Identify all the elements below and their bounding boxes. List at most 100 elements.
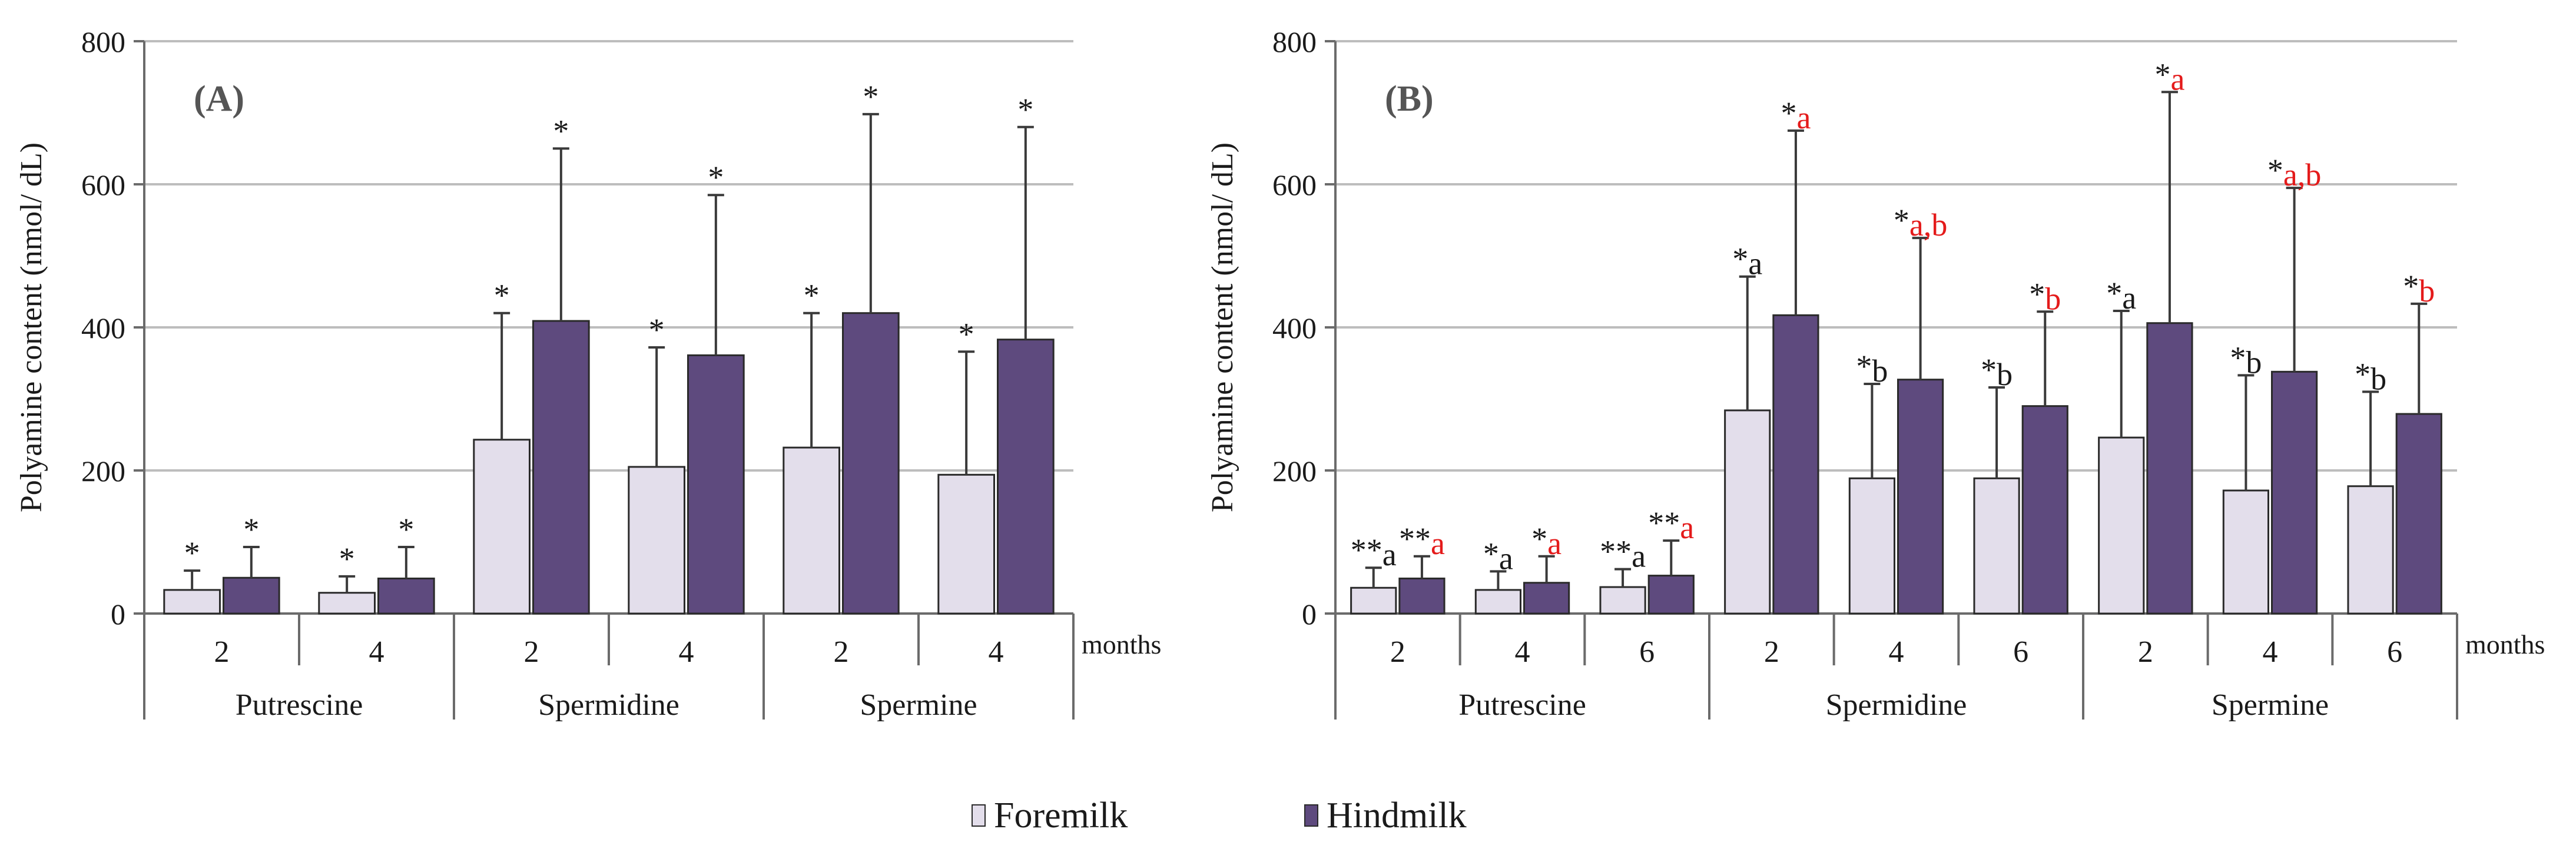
panel-a-bar-foremilk-4 bbox=[783, 446, 840, 615]
panel-a-sig-label-foremilk-4: * bbox=[804, 278, 820, 313]
sig-star: * bbox=[184, 535, 200, 571]
panel-a-bar-hindmilk-2 bbox=[532, 320, 590, 615]
panel-b-bar-hindmilk-2 bbox=[1647, 575, 1695, 615]
panel-b-sig-label-foremilk-8: *b bbox=[2355, 356, 2386, 396]
sig-letter: b bbox=[1872, 353, 1888, 389]
panel-a-sig-label-foremilk-2: * bbox=[494, 278, 510, 313]
panel-b-sig-label-hindmilk-1: *a bbox=[1531, 521, 1561, 561]
sig-star: ** bbox=[1600, 534, 1632, 569]
legend-label-hindmilk: Hindmilk bbox=[1327, 795, 1467, 836]
panel-a-sig-label-hindmilk-5: * bbox=[1017, 92, 1033, 127]
panel-b-sig-label-foremilk-5: *b bbox=[1981, 352, 2013, 392]
sig-star: ** bbox=[1399, 521, 1431, 556]
panel-a-y-tick-label-200: 200 bbox=[81, 455, 125, 488]
panel-a-bar-foremilk-2 bbox=[473, 439, 531, 615]
panel-b-panel-label: (B) bbox=[1385, 79, 1434, 119]
panel-b-bar-foremilk-8 bbox=[2347, 485, 2394, 615]
panel-b-bar-foremilk-5 bbox=[1973, 477, 2020, 615]
panel-a-group-label-spermine: Spermine bbox=[860, 688, 977, 722]
panel-a-panel-label: (A) bbox=[194, 79, 244, 119]
panel-a-bar-hindmilk-0 bbox=[223, 576, 280, 615]
legend-item-hindmilk: Hindmilk bbox=[1304, 789, 1467, 842]
panel-a-month-label-0: 2 bbox=[214, 635, 230, 669]
panel-b-bar-foremilk-6 bbox=[2098, 436, 2145, 615]
legend-item-foremilk: Foremilk bbox=[972, 789, 1128, 842]
sig-star: * bbox=[959, 316, 974, 352]
panel-a-y-axis-label: Polyamine content (nmol/ dL) bbox=[15, 142, 48, 512]
sig-letter: b bbox=[2045, 281, 2061, 316]
panel-a-y-tick-label-400: 400 bbox=[81, 311, 125, 344]
panel-a-sig-label-foremilk-5: * bbox=[959, 316, 974, 352]
panel-a-y-tick-label-600: 600 bbox=[81, 168, 125, 201]
sig-star: * bbox=[2267, 153, 2283, 188]
sig-star: * bbox=[1732, 241, 1748, 277]
panel-b-sig-label-hindmilk-5: *b bbox=[2029, 276, 2061, 316]
panel-b-month-label-3: 2 bbox=[1764, 635, 1779, 669]
panel-a-month-label-1: 4 bbox=[369, 635, 384, 669]
panel-b-bar-hindmilk-5 bbox=[2021, 405, 2068, 615]
panel-b-sig-label-foremilk-3: *a bbox=[1732, 241, 1762, 281]
panel-b-bar-foremilk-3 bbox=[1724, 409, 1771, 615]
panel-a-group-label-spermidine: Spermidine bbox=[538, 688, 679, 722]
panel-b-bar-hindmilk-0 bbox=[1398, 577, 1446, 615]
panel-a-bar-hindmilk-5 bbox=[997, 339, 1055, 615]
sig-star: * bbox=[804, 278, 820, 313]
panel-b-y-tick-label-800: 800 bbox=[1272, 25, 1317, 58]
panel-b-y-tick-label-200: 200 bbox=[1272, 455, 1317, 488]
legend-label-foremilk: Foremilk bbox=[994, 795, 1128, 836]
sig-star: * bbox=[553, 113, 569, 148]
panel-b-sig-label-foremilk-0: **a bbox=[1351, 532, 1397, 572]
sig-letter: a bbox=[1431, 526, 1445, 561]
panel-b-bar-hindmilk-3 bbox=[1772, 314, 1819, 615]
panel-b-month-label-5: 6 bbox=[2013, 635, 2028, 669]
sig-star: * bbox=[1894, 203, 1909, 238]
sig-letter: a bbox=[2122, 280, 2136, 316]
panel-b-group-label-putrescine: Putrescine bbox=[1458, 688, 1586, 722]
panel-b-sig-label-foremilk-7: *b bbox=[2230, 340, 2262, 380]
panel-a-bar-foremilk-1 bbox=[318, 592, 376, 615]
sig-letter: b bbox=[2419, 273, 2435, 309]
sig-star: * bbox=[1781, 95, 1796, 131]
panel-b-bar-foremilk-7 bbox=[2222, 489, 2270, 615]
sig-star: * bbox=[339, 541, 355, 576]
panel-b-bar-hindmilk-8 bbox=[2395, 413, 2442, 615]
panel-a-bar-hindmilk-3 bbox=[687, 354, 745, 615]
panel-b-month-label-6: 2 bbox=[2138, 635, 2153, 669]
panel-a-sig-label-hindmilk-1: * bbox=[398, 512, 414, 547]
sig-star: * bbox=[2106, 276, 2122, 311]
panel-b-sig-label-hindmilk-0: **a bbox=[1399, 521, 1445, 561]
panel-a-sig-label-hindmilk-2: * bbox=[553, 113, 569, 148]
panel-a-sig-label-foremilk-1: * bbox=[339, 541, 355, 576]
panel-b-bar-hindmilk-6 bbox=[2146, 322, 2193, 615]
panel-b-bar-foremilk-0 bbox=[1350, 586, 1397, 615]
sig-letter: b bbox=[2246, 344, 2262, 380]
sig-star: * bbox=[243, 512, 259, 547]
panel-b-month-label-7: 4 bbox=[2263, 635, 2278, 669]
panel-b-bar-foremilk-4 bbox=[1848, 477, 1896, 615]
panel-b-sig-label-foremilk-4: *b bbox=[1856, 349, 1888, 389]
panel-a-bar-foremilk-0 bbox=[163, 589, 221, 615]
panel-b-sig-label-hindmilk-2: **a bbox=[1648, 505, 1694, 545]
panel-a-month-label-5: 4 bbox=[989, 635, 1004, 669]
sig-letter: a,b bbox=[2283, 157, 2321, 193]
sig-star: * bbox=[398, 512, 414, 547]
panel-b-group-label-spermidine: Spermidine bbox=[1826, 688, 1967, 722]
panel-b-y-tick-label-400: 400 bbox=[1272, 311, 1317, 344]
panel-a-bar-foremilk-3 bbox=[628, 466, 685, 615]
panel-a-sig-label-foremilk-0: * bbox=[184, 535, 200, 571]
sig-star: * bbox=[2230, 340, 2246, 375]
panel-b-month-label-8: 6 bbox=[2387, 635, 2402, 669]
sig-star: * bbox=[708, 160, 724, 195]
panel-a-bar-hindmilk-1 bbox=[377, 577, 435, 615]
panel-a-bar-foremilk-5 bbox=[937, 473, 995, 615]
panel-a-sig-label-hindmilk-4: * bbox=[863, 79, 878, 114]
sig-letter: a bbox=[1680, 510, 1694, 545]
panel-b-sig-label-hindmilk-6: *a bbox=[2154, 57, 2184, 97]
sig-star: * bbox=[2154, 57, 2170, 92]
panel-b-y-tick-label-0: 0 bbox=[1302, 598, 1317, 631]
sig-star: * bbox=[649, 312, 665, 347]
panel-b-bar-foremilk-1 bbox=[1474, 589, 1522, 615]
panel-b-bar-foremilk-2 bbox=[1599, 586, 1646, 615]
sig-letter: b bbox=[1997, 357, 2013, 392]
panel-b-month-label-0: 2 bbox=[1390, 635, 1405, 669]
